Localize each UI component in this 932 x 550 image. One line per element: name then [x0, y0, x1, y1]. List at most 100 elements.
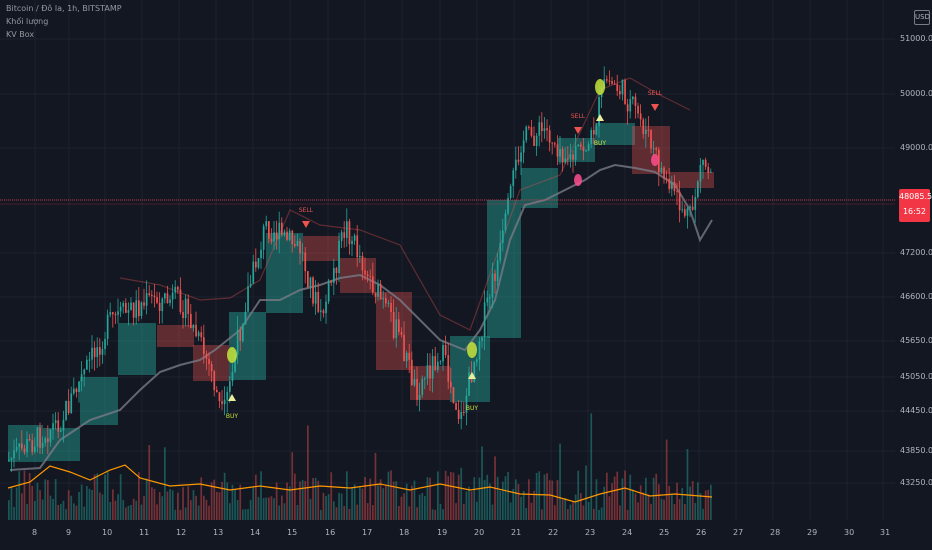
volume-bar: [678, 499, 681, 520]
candle-body: [619, 90, 621, 95]
signal-marker: [651, 154, 659, 166]
candle-body: [112, 312, 114, 315]
volume-bar: [450, 471, 452, 520]
volume-bar: [112, 489, 114, 520]
price-axis[interactable]: 51000.00 50000.00 49000.00 47200.00 4660…: [895, 0, 932, 520]
volume-bar: [624, 470, 626, 520]
volume-bar: [83, 506, 86, 520]
volume-bar: [101, 494, 104, 520]
candle-body: [314, 291, 317, 304]
volume-bar: [590, 413, 593, 520]
candle-body: [247, 286, 249, 312]
volume-bar: [221, 481, 223, 520]
volume-bar: [465, 491, 468, 520]
date-tick: 12: [176, 528, 187, 537]
volume-legend[interactable]: Khối lượng: [6, 17, 49, 26]
volume-bar: [642, 492, 645, 520]
candle-body: [478, 340, 481, 360]
candle-body: [132, 302, 135, 318]
candle-body: [28, 439, 31, 441]
candle-body: [78, 381, 80, 393]
candle-body: [221, 401, 223, 405]
volume-bar: [304, 480, 307, 520]
candle-body: [429, 365, 431, 379]
candle-body: [561, 148, 564, 163]
candle-body: [236, 329, 239, 355]
price-tick: 43250.00: [900, 478, 932, 487]
candlestick-chart[interactable]: BUY BUY BUY SELL SELL SELL: [0, 0, 895, 520]
candle-body: [335, 268, 338, 274]
currency-button[interactable]: USD: [914, 10, 930, 25]
volume-bar: [156, 504, 158, 520]
volume-bar: [359, 487, 361, 520]
candle-body: [473, 362, 476, 382]
volume-bar: [340, 493, 343, 520]
signal-marker: [595, 79, 605, 95]
candle-body: [439, 361, 442, 363]
candle-body: [361, 255, 364, 271]
candle-body: [197, 332, 200, 337]
candle-body: [39, 427, 41, 448]
volume-bar: [119, 474, 122, 520]
candle-body: [502, 230, 504, 243]
candle-body: [567, 158, 569, 160]
volume-bar: [244, 509, 247, 520]
candle-body: [325, 301, 327, 314]
candle-body: [364, 270, 366, 275]
volume-bar: [522, 491, 525, 520]
volume-bar: [489, 483, 491, 520]
candle-body: [36, 427, 39, 447]
candle-body: [21, 443, 23, 449]
volume-bar: [606, 472, 608, 520]
symbol-legend[interactable]: Bitcoin / Đô la, 1h, BITSTAMP: [6, 4, 122, 13]
candle-body: [564, 158, 567, 163]
date-tick: 30: [844, 528, 855, 537]
volume-bar: [603, 486, 606, 520]
volume-bar: [639, 485, 642, 520]
candle-body: [621, 79, 624, 95]
volume-bar: [413, 480, 416, 520]
volume-bar: [192, 490, 195, 520]
volume-bar: [223, 472, 226, 520]
volume-bar: [26, 503, 28, 520]
candle-body: [637, 105, 639, 114]
volume-bar: [39, 490, 41, 520]
candle-body: [41, 442, 44, 448]
volume-bar: [265, 497, 268, 520]
candle-body: [10, 458, 13, 460]
volume-bar: [203, 495, 205, 520]
chart-area[interactable]: BUY BUY BUY SELL SELL SELL Bitcoin / Đô la, 1…: [0, 0, 895, 520]
candle-body: [229, 381, 231, 392]
candle-body: [288, 230, 291, 240]
date-tick: 8: [32, 528, 38, 537]
volume-bar: [574, 494, 577, 520]
candle-body: [338, 240, 340, 274]
time-axis[interactable]: 8 9 10 11 12 13 14 15 16 17 18 19 20 21 …: [0, 520, 895, 550]
volume-bar: [47, 480, 49, 520]
volume-bar: [281, 495, 283, 520]
kv-box: [157, 325, 194, 347]
candle-body: [244, 311, 247, 325]
candle-body: [353, 235, 356, 241]
volume-bar: [171, 490, 174, 520]
kv-box: [303, 236, 340, 261]
sell-arrow: [302, 221, 310, 228]
volume-bar: [673, 504, 676, 520]
candle-body: [47, 438, 49, 443]
volume-bar: [231, 484, 234, 520]
candle-body: [426, 365, 429, 379]
volume-bar: [275, 482, 278, 520]
volume-bar: [153, 488, 156, 520]
candle-body: [629, 99, 632, 112]
volume-bar: [205, 499, 208, 520]
volume-bar: [197, 505, 200, 520]
date-tick: 10: [102, 528, 113, 537]
candle-body: [450, 381, 452, 388]
candle-body: [268, 221, 270, 239]
indicator-legend[interactable]: KV Box: [6, 30, 35, 39]
candle-body: [239, 329, 242, 341]
volume-bar: [512, 488, 515, 520]
candle-body: [348, 221, 351, 245]
volume-bar: [174, 509, 177, 520]
volume-ma-line: [7, 464, 713, 503]
